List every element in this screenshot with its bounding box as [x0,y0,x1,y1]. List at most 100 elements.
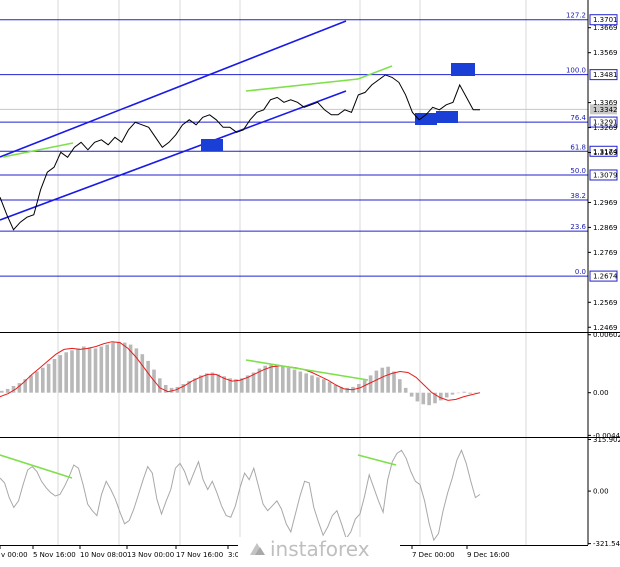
fib-price-label: 1.3079 [593,171,618,179]
macd-bar [333,385,338,393]
fib-level-label: 61.8 [570,143,586,151]
macd-bar [204,373,209,393]
time-ticks: v 00:00 5 Nov 16:00 10 Nov 08:00 13 Nov 00:… [0,545,510,559]
instaforex-logo-icon [250,543,265,555]
oscillator-overlays [0,454,397,479]
macd-bar [292,369,297,393]
macd-bar [169,387,174,393]
macd-bar [409,392,414,397]
price-plot-area [0,0,588,332]
osc-tick-label: 315.9023 [593,436,620,444]
macd-tick-label: 0.00602 [593,331,620,339]
macd-bar [163,385,168,393]
macd-bar [433,392,437,404]
time-tick-label: 13 Nov 00:00 [127,551,174,559]
macd-bar [316,377,320,393]
divergence-line [2,142,74,158]
current-price-label: 1.3342 [593,106,618,114]
macd-bar [421,392,426,405]
fib-price-label: 1.3701 [593,16,618,24]
macd-bar [345,387,349,393]
time-tick-label: 5 Nov 16:00 [33,551,76,559]
fibonacci-levels: 127.2 1.3701 100.0 1.3481 76.4 1.3291 61.8 1.31… [0,12,618,282]
watermark-background [238,537,400,561]
divergence-line [245,359,369,381]
macd-bar [456,392,461,394]
fib-price-box [589,145,618,157]
time-tick-label: 3:00 [228,551,244,559]
osc-tick-label: -321.5477 [593,540,620,548]
price-tick-label: 1.3669 [593,24,618,32]
macd-bar [187,381,191,393]
macd-bar [474,392,478,394]
macd-bar [146,360,150,393]
oscillator-grid [57,438,527,545]
macd-bar [105,344,109,393]
level-marker [201,139,223,151]
level-marker [436,111,458,123]
macd-bar [368,375,373,393]
fib-price-box [589,69,618,81]
macd-bar [427,392,431,406]
price-tick-label: 1.3169 [593,149,618,157]
macd-bar [99,346,104,393]
time-tick-label: 17 Nov 16:00 [176,551,223,559]
macd-bar [0,390,4,393]
fib-level-label: 127.2 [566,12,586,20]
macd-bar [117,341,121,393]
macd-bar [298,371,303,393]
macd-bar [310,375,314,393]
macd-bar [70,350,74,393]
macd-bar [23,379,27,393]
watermark: instaforex [238,537,400,561]
macd-bar [374,370,379,393]
price-overlays [0,20,475,221]
macd-bar [122,342,127,393]
oscillator-line [0,448,481,542]
current-price-box [590,104,617,115]
macd-bar [245,375,250,393]
fib-price-box [589,116,618,128]
macd-bar [128,344,133,393]
macd-bar [263,365,267,393]
time-tick-label: 10 Nov 08:00 [80,551,127,559]
macd-bar [140,354,145,393]
macd-bar [46,363,51,393]
macd-bar [41,367,45,393]
macd-bar [29,375,33,393]
macd-bar [111,342,115,393]
fib-price-box [589,14,618,26]
macd-bar [327,382,332,393]
fib-price-label: 1.3291 [593,119,618,127]
channel-upper-line [0,20,347,158]
macd-bar [251,372,256,393]
macd-bar [199,375,203,393]
macd-bar [439,392,443,401]
macd-bar [380,367,385,393]
macd-bar [240,378,244,393]
price-tick-label: 1.3269 [593,124,618,132]
macd-bar [17,383,22,393]
oscillator-panel: 315.9023 0.00 -321.5477 [0,436,620,548]
macd-bar [93,348,98,393]
time-tick-label: 9 Dec 16:00 [467,551,510,559]
macd-bar [234,379,238,393]
price-tick-label: 1.2769 [593,249,618,257]
macd-bar [5,388,10,393]
fib-level-label: 0.0 [575,268,586,276]
fib-price-box [589,270,618,282]
divergence-line [357,65,393,80]
price-tick-label: 1.2869 [593,224,618,232]
macd-bar [58,355,63,393]
macd-overlays [245,359,369,381]
macd-bar [444,392,449,398]
fib-level-label: 23.6 [570,223,586,231]
fib-price-label: 1.3174 [593,148,618,156]
macd-bar [322,379,326,393]
macd-bar [87,347,92,393]
macd-bar [257,368,262,393]
macd-bar [386,366,390,393]
